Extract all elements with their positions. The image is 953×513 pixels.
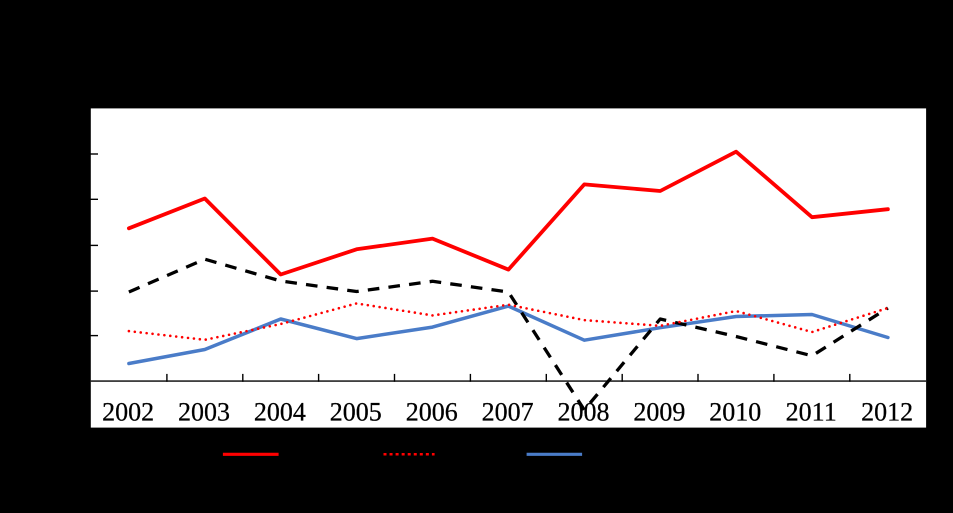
svg-text:2010: 2010	[709, 397, 761, 426]
svg-text:2003: 2003	[178, 397, 230, 426]
svg-text:2008: 2008	[558, 397, 610, 426]
svg-text:2009: 2009	[633, 397, 685, 426]
svg-text:2007: 2007	[482, 397, 534, 426]
svg-text:2011: 2011	[786, 397, 837, 426]
svg-text:2002: 2002	[102, 397, 154, 426]
svg-text:2004: 2004	[254, 397, 306, 426]
svg-text:2005: 2005	[330, 397, 382, 426]
svg-text:2006: 2006	[406, 397, 458, 426]
svg-text:2012: 2012	[861, 397, 913, 426]
